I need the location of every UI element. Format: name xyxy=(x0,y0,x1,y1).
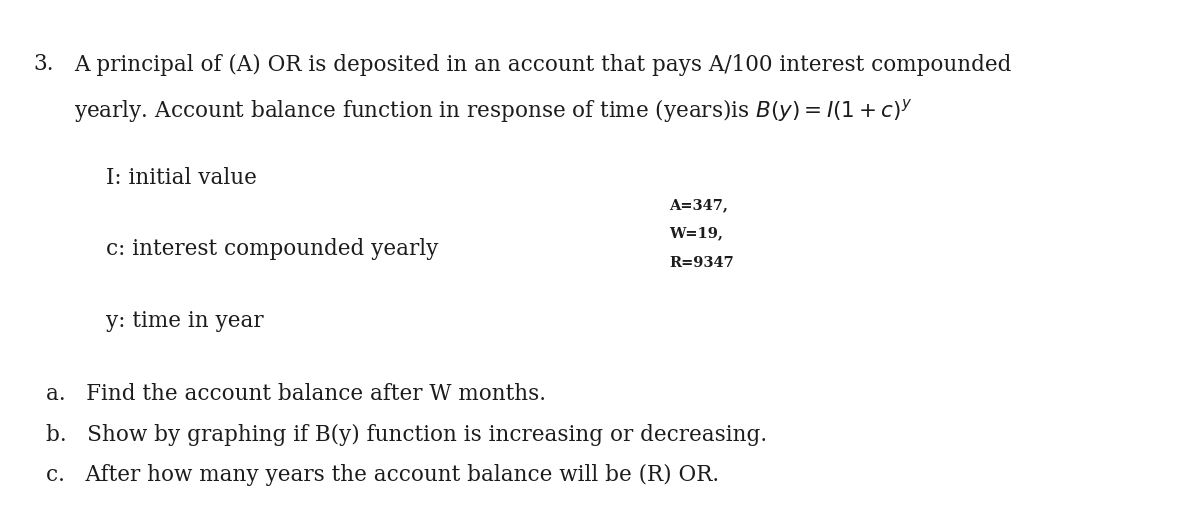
Text: 3.: 3. xyxy=(34,53,54,75)
Text: A=347,: A=347, xyxy=(670,199,728,213)
Text: c.   After how many years the account balance will be (R) OR.: c. After how many years the account bala… xyxy=(46,464,719,486)
Text: A principal of (A) OR is deposited in an account that pays A/100 interest compou: A principal of (A) OR is deposited in an… xyxy=(74,53,1012,75)
Text: y: time in year: y: time in year xyxy=(106,310,263,332)
Text: a.   Find the account balance after W months.: a. Find the account balance after W mont… xyxy=(46,383,546,405)
Text: c: interest compounded yearly: c: interest compounded yearly xyxy=(106,238,438,260)
Text: R=9347: R=9347 xyxy=(670,256,734,270)
Text: W=19,: W=19, xyxy=(670,227,724,241)
Text: yearly. Account balance function in response of time (years)is $B(y) = I(1 + c)^: yearly. Account balance function in resp… xyxy=(74,97,913,124)
Text: I: initial value: I: initial value xyxy=(106,167,257,189)
Text: b.   Show by graphing if B(y) function is increasing or decreasing.: b. Show by graphing if B(y) function is … xyxy=(46,423,767,445)
